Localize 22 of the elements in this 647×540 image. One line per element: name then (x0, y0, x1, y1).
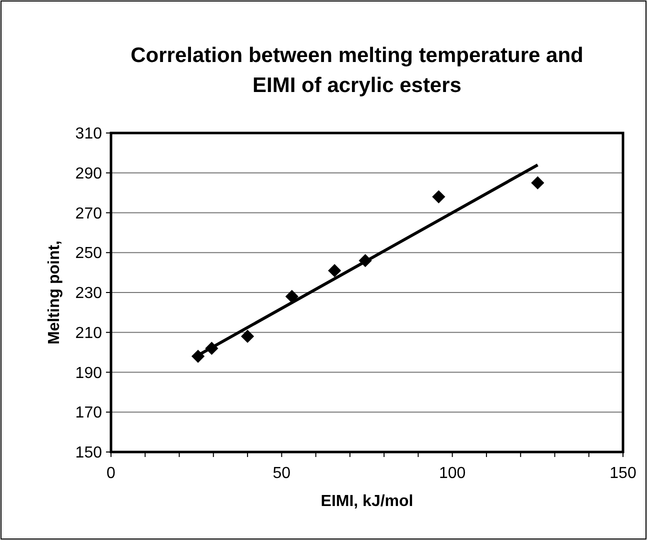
y-tick-label: 290 (75, 165, 102, 182)
point (240, 330, 254, 343)
x-tick-label: 50 (272, 465, 291, 482)
point (432, 190, 446, 204)
chart-title: Correlation between melting temperature and EIMI of acrylic esters (130, 44, 584, 97)
y-tick-label: 250 (75, 245, 102, 262)
y-tick-label: 150 (75, 444, 102, 462)
x-tick-label: 100 (438, 465, 466, 482)
y-tick-label: 310 (75, 126, 102, 143)
point (191, 350, 205, 363)
y-tick-label: 270 (75, 205, 102, 222)
x-tick-label: 150 (610, 465, 636, 482)
point (328, 264, 342, 278)
y-tick-label: 190 (75, 364, 102, 382)
y-axis-title: Melting point, (46, 240, 63, 344)
y-tick-label: 210 (75, 324, 102, 342)
point (285, 290, 298, 304)
y-tick-label: 230 (75, 285, 102, 302)
x-axis-title: EIMI, kJ/mol (320, 493, 414, 510)
point (531, 176, 544, 190)
x-tick-label: 0 (106, 465, 116, 482)
y-tick-label: 170 (75, 404, 102, 422)
